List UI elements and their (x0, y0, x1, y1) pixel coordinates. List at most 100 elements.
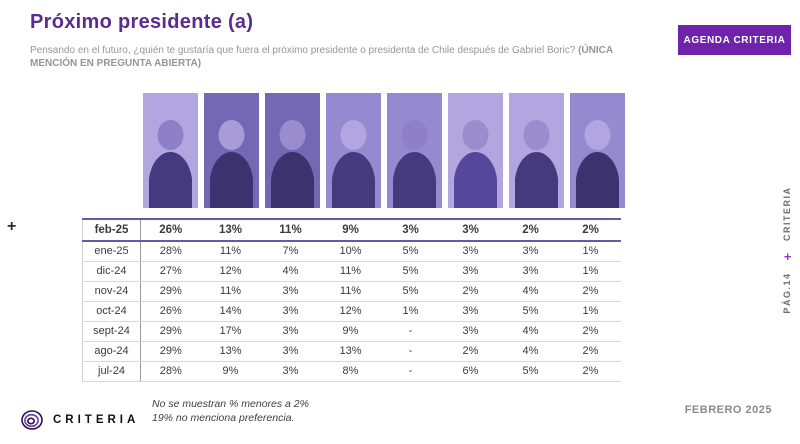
table-cell: 5% (500, 361, 561, 382)
table-cell: 2% (560, 281, 621, 302)
candidate-photo-7 (509, 93, 564, 208)
table-cell: 3% (440, 321, 501, 342)
agenda-criteria-button[interactable]: AGENDA CRITERIA (678, 25, 791, 55)
table-cell: 4% (500, 321, 561, 342)
candidate-photo-strip (143, 93, 625, 208)
table-cell: 3% (260, 361, 321, 382)
table-cell: 9% (320, 321, 381, 342)
table-cell: 3% (440, 301, 501, 322)
table-row: jul-24 28% 9% 3% 8% - 6% 5% 2% (82, 361, 621, 382)
table-cell: 9% (320, 218, 381, 242)
table-cell: 2% (560, 321, 621, 342)
table-cell: 1% (380, 301, 441, 322)
question-text: Pensando en el futuro, ¿quién te gustarí… (30, 44, 658, 70)
table-cell: 14% (200, 301, 261, 322)
row-label: dic-24 (82, 261, 141, 282)
table-cell: 7% (260, 241, 321, 262)
table-row: nov-24 29% 11% 3% 11% 5% 2% 4% 2% (82, 281, 621, 302)
person-silhouette-icon (210, 120, 253, 208)
table-cell: - (380, 361, 441, 382)
poll-results-table: feb-25 26% 13% 11% 9% 3% 3% 2% 2% ene-25… (82, 218, 621, 382)
plus-decoration-icon: + (7, 218, 17, 235)
table-cell: 13% (200, 218, 261, 242)
table-cell: 3% (500, 241, 561, 262)
candidate-photo-6 (448, 93, 503, 208)
table-cell: 1% (560, 261, 621, 282)
table-row: oct-24 26% 14% 3% 12% 1% 3% 5% 1% (82, 301, 621, 322)
table-cell: 26% (140, 218, 201, 242)
table-cell: 9% (200, 361, 261, 382)
row-label: nov-24 (82, 281, 141, 302)
footnote-line-1: No se muestran % menores a 2% (152, 398, 309, 410)
table-cell: 3% (380, 218, 441, 242)
side-brand-label: CRITERIA (782, 186, 792, 241)
table-cell: 3% (440, 261, 501, 282)
person-silhouette-icon (271, 120, 314, 208)
table-cell: 11% (320, 281, 381, 302)
row-label: ene-25 (82, 241, 141, 262)
table-cell: 11% (260, 218, 321, 242)
candidate-photo-1 (143, 93, 198, 208)
candidate-photo-8 (570, 93, 625, 208)
row-label: sept-24 (82, 321, 141, 342)
table-cell: 3% (440, 218, 501, 242)
person-silhouette-icon (149, 120, 192, 208)
footnote-line-2: 19% no menciona preferencia. (152, 412, 295, 425)
table-cell: 17% (200, 321, 261, 342)
table-cell: 3% (260, 301, 321, 322)
table-cell: 3% (500, 261, 561, 282)
question-text-bold: (ÚNICA MENCIÓN EN PREGUNTA ABIERTA) (30, 45, 613, 70)
table-row: ene-25 28% 11% 7% 10% 5% 3% 3% 1% (82, 241, 621, 262)
table-cell: 2% (560, 218, 621, 242)
table-header-row: feb-25 26% 13% 11% 9% 3% 3% 2% 2% (82, 218, 621, 242)
table-cell: 3% (260, 281, 321, 302)
row-label: feb-25 (82, 218, 141, 242)
candidate-photo-2 (204, 93, 259, 208)
plus-decoration-icon: + (779, 252, 795, 261)
table-cell: 10% (320, 241, 381, 262)
table-cell: 5% (380, 261, 441, 282)
table-cell: 11% (320, 261, 381, 282)
report-date: FEBRERO 2025 (684, 404, 772, 416)
table-cell: 2% (560, 341, 621, 362)
candidate-photo-5 (387, 93, 442, 208)
table-cell: 5% (380, 281, 441, 302)
table-row: ago-24 29% 13% 3% 13% - 2% 4% 2% (82, 341, 621, 362)
table-cell: 3% (440, 241, 501, 262)
row-label: oct-24 (82, 301, 141, 322)
table-cell: 4% (500, 281, 561, 302)
criteria-logo: CRITERIA (20, 408, 139, 432)
table-cell: 3% (260, 341, 321, 362)
table-cell: 1% (560, 301, 621, 322)
side-rail: PÁG.14 + CRITERIA (779, 170, 795, 330)
table-cell: 11% (200, 241, 261, 262)
question-text-normal: Pensando en el futuro, ¿quién te gustarí… (30, 45, 579, 56)
table-cell: 4% (500, 341, 561, 362)
row-label: ago-24 (82, 341, 141, 362)
candidate-photo-4 (326, 93, 381, 208)
table-row: dic-24 27% 12% 4% 11% 5% 3% 3% 1% (82, 261, 621, 282)
concentric-rings-icon (21, 410, 43, 430)
person-silhouette-icon (393, 120, 436, 208)
table-cell: 26% (140, 301, 201, 322)
table-cell: 13% (320, 341, 381, 362)
table-cell: 28% (140, 361, 201, 382)
person-silhouette-icon (515, 120, 558, 208)
person-silhouette-icon (576, 120, 619, 208)
page-number: PÁG.14 (782, 272, 792, 314)
table-cell: 12% (200, 261, 261, 282)
table-cell: 11% (200, 281, 261, 302)
table-cell: - (380, 321, 441, 342)
table-cell: 13% (200, 341, 261, 362)
table-cell: 4% (260, 261, 321, 282)
row-label: jul-24 (82, 361, 141, 382)
table-cell: 5% (500, 301, 561, 322)
table-cell: 27% (140, 261, 201, 282)
table-cell: 28% (140, 241, 201, 262)
table-cell: 2% (560, 361, 621, 382)
person-silhouette-icon (332, 120, 375, 208)
table-cell: 29% (140, 321, 201, 342)
logo-wordmark: CRITERIA (53, 414, 140, 426)
table-cell: 2% (500, 218, 561, 242)
table-cell: 1% (560, 241, 621, 262)
